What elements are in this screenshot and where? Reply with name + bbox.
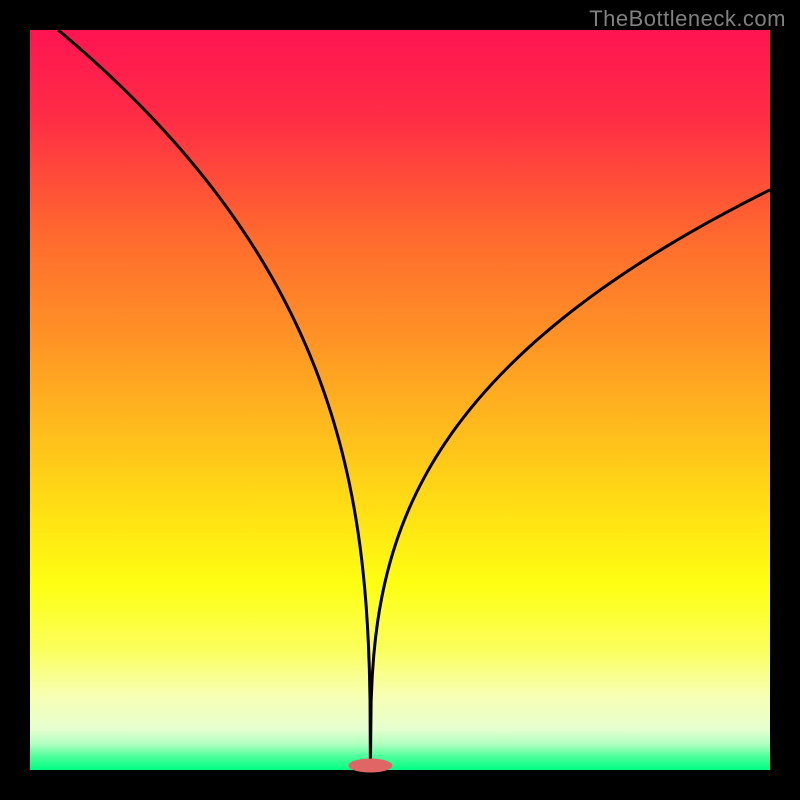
optimal-marker: [348, 759, 392, 773]
bottleneck-chart: [0, 0, 800, 800]
chart-container: TheBottleneck.com: [0, 0, 800, 800]
watermark-text: TheBottleneck.com: [589, 6, 786, 32]
plot-background: [30, 30, 770, 770]
